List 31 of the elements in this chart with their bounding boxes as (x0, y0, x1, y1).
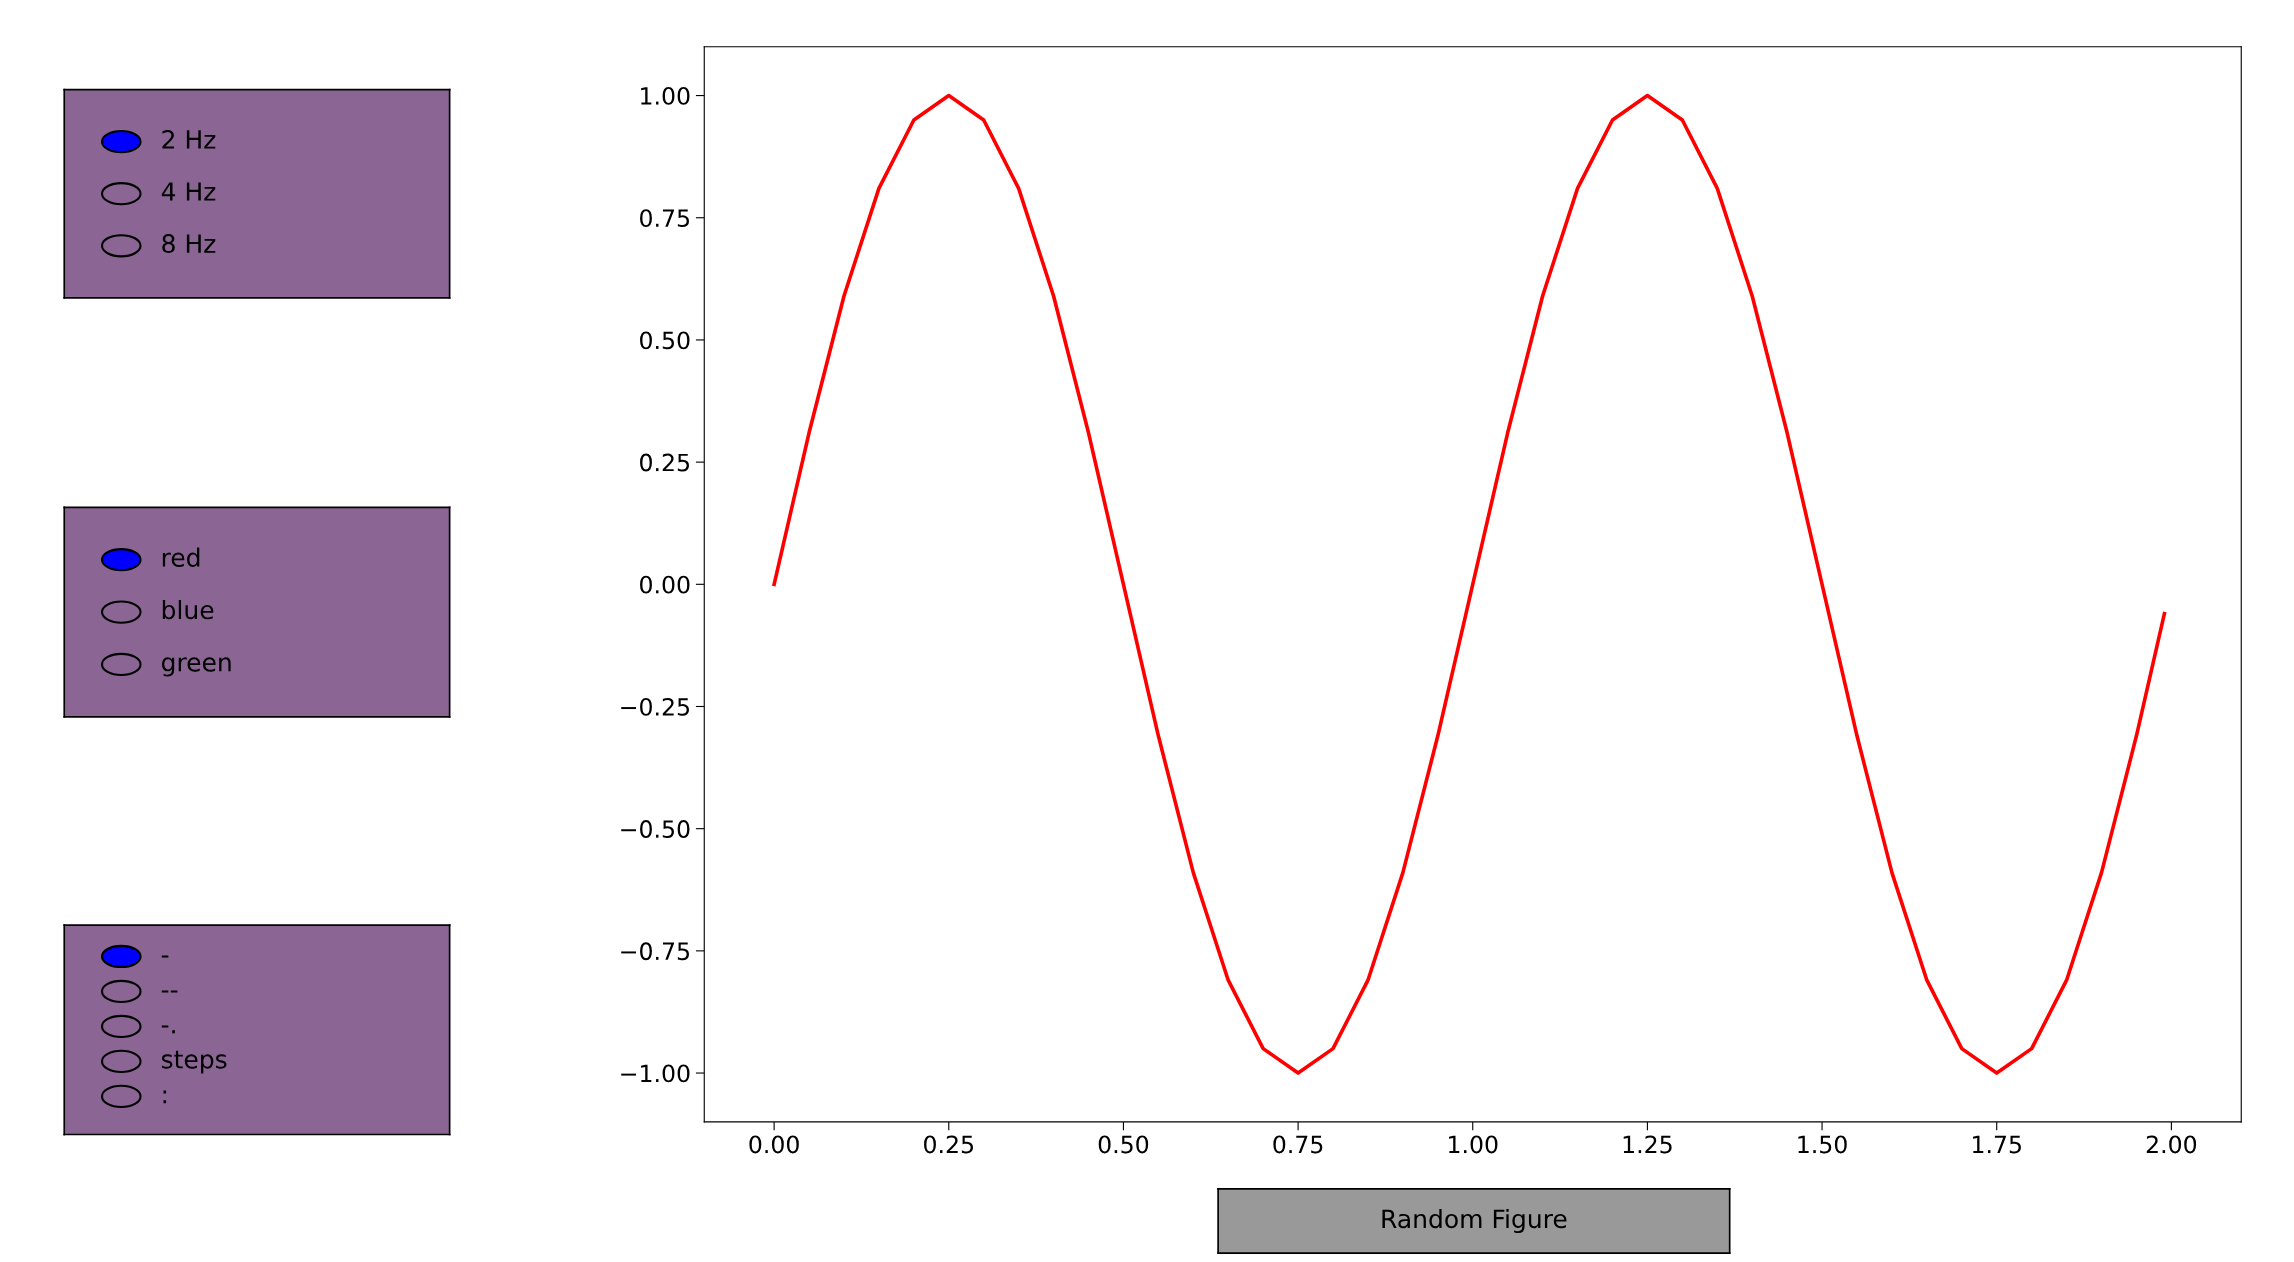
x-tick-label: 0.50 (1098, 1135, 1149, 1154)
text: -. (161, 1025, 175, 1034)
y-tick-label: −0.25 (621, 697, 689, 716)
x-tick-label: 0.00 (749, 1135, 799, 1154)
y-tick-label: 0.00 (640, 575, 690, 594)
x-tick-label: 2.00 (2146, 1135, 2197, 1154)
text: steps (161, 1050, 227, 1074)
y-tick-label: −1.00 (621, 1064, 690, 1083)
text: : (163, 1090, 167, 1104)
text: 4 Hz (161, 182, 216, 201)
x-tick-label: 1.25 (1623, 1135, 1672, 1154)
y-tick-label: −0.75 (621, 942, 689, 961)
y-tick-label: 1.00 (641, 87, 690, 105)
text: red (162, 547, 200, 567)
text: 8 Hz (162, 234, 216, 254)
text: Random Figure (1382, 1208, 1567, 1234)
text: blue (162, 599, 214, 620)
line-series (772, 93, 2167, 1075)
text: 2 Hz (162, 130, 216, 149)
text: - (161, 955, 169, 958)
y-tick-label: 0.75 (640, 209, 689, 228)
x-tick-label: 1.75 (1973, 1135, 2021, 1154)
text: green (161, 657, 231, 677)
y-tick-label: −0.50 (621, 820, 690, 838)
x-tick-label: 1.50 (1798, 1135, 1847, 1154)
text: -- (161, 990, 178, 993)
x-tick-label: 0.75 (1273, 1135, 1323, 1154)
x-tick-label: 0.25 (924, 1135, 973, 1154)
x-tick-label: 1.00 (1449, 1135, 1498, 1154)
y-tick-label: 0.50 (640, 331, 690, 350)
y-tick-label: 0.25 (640, 453, 689, 472)
